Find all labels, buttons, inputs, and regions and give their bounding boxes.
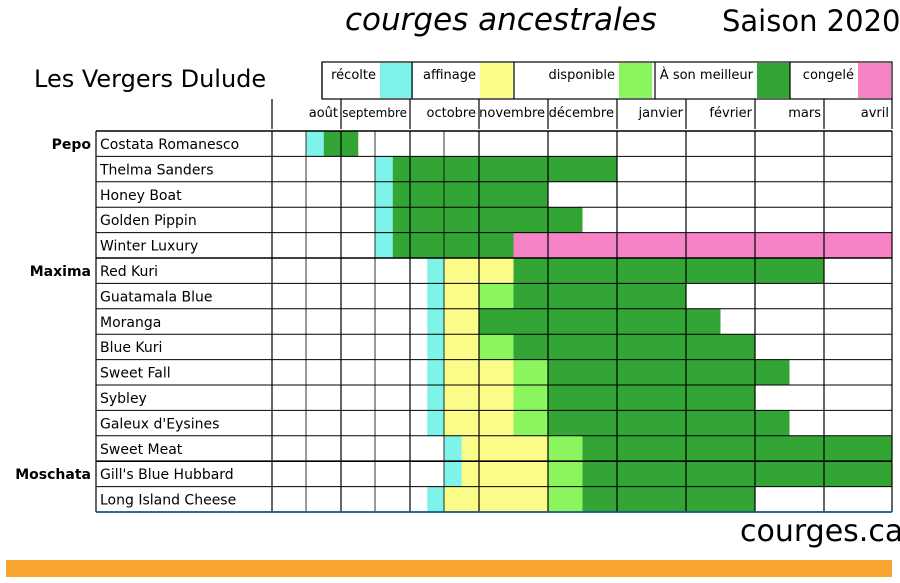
grid-lines: [95, 130, 893, 513]
month-label-5: janvier: [638, 106, 684, 121]
bar-affinage: [444, 283, 479, 309]
legend-label-recolte: récolte: [331, 68, 376, 83]
schedule-labels: août septembre octobre novembre décembre janv…: [15, 106, 889, 509]
group-label-pepo: Pepo: [52, 137, 92, 153]
variety-name: Gill's Blue Hubbard: [100, 467, 234, 483]
bar-recolte: [306, 131, 324, 157]
legend-swatch-affinage: [480, 63, 513, 98]
bar-meilleur: [392, 156, 617, 182]
legend-swatch-congele: [858, 63, 891, 98]
month-label-2: octobre: [427, 106, 476, 121]
variety-name: Red Kuri: [100, 264, 158, 280]
bar-disponible: [548, 435, 583, 462]
bar-meilleur: [392, 181, 548, 208]
group-label-moschata: Moschata: [15, 467, 91, 483]
website-label[interactable]: courges.ca: [740, 514, 900, 549]
bar-recolte: [427, 308, 445, 335]
legend-swatch-disponible: [619, 63, 652, 98]
bar-meilleur: [392, 207, 583, 233]
bar-disponible: [548, 461, 583, 487]
bar-recolte: [427, 334, 445, 360]
chart-title: courges ancestrales: [345, 2, 657, 38]
month-label-3: novembre: [479, 106, 545, 121]
bar-recolte: [444, 461, 462, 487]
bar-recolte: [444, 435, 462, 462]
bar-disponible: [479, 334, 514, 360]
legend-label-congele: congelé: [803, 68, 854, 83]
variety-name: Sweet Fall: [100, 366, 171, 382]
legend-label-meilleur: À son meilleur: [660, 67, 754, 83]
bar-affinage: [444, 334, 479, 360]
schedule-bars: [306, 131, 892, 512]
bar-affinage: [444, 258, 479, 284]
variety-name: Guatamala Blue: [100, 289, 213, 305]
month-label-0: août: [309, 106, 338, 121]
bar-recolte: [375, 232, 393, 258]
season-label: Saison 2020: [722, 4, 900, 38]
legend-frame: [321, 61, 893, 100]
variety-name: Golden Pippin: [100, 213, 197, 229]
bar-meilleur: [548, 385, 755, 411]
variety-name: Sybley: [100, 391, 147, 407]
bar-congele: [513, 232, 892, 258]
variety-name: Winter Luxury: [100, 239, 198, 255]
bar-meilleur: [513, 283, 686, 309]
bar-disponible: [513, 410, 548, 436]
bar-affinage: [444, 486, 548, 512]
bar-recolte: [427, 258, 445, 284]
variety-name: Sweet Meat: [100, 442, 183, 458]
bar-meilleur: [513, 334, 755, 360]
bar-recolte: [375, 156, 393, 182]
bar-affinage: [461, 435, 548, 462]
legend: récolte affinage disponible À son meilleur c…: [321, 61, 893, 100]
bar-meilleur: [582, 435, 892, 462]
bar-meilleur: [582, 461, 892, 487]
bar-disponible: [548, 486, 583, 512]
bar-meilleur: [548, 410, 790, 436]
bar-meilleur: [582, 486, 755, 512]
bar-meilleur: [392, 232, 514, 258]
bar-disponible: [513, 359, 548, 385]
variety-name: Blue Kuri: [100, 340, 162, 356]
variety-name: Costata Romanesco: [100, 137, 239, 153]
group-label-maxima: Maxima: [30, 264, 91, 280]
month-label-1: septembre: [342, 106, 407, 120]
month-label-7: mars: [788, 106, 821, 121]
variety-name: Honey Boat: [100, 188, 182, 204]
legend-label-affinage: affinage: [423, 68, 476, 83]
bar-disponible: [479, 283, 514, 309]
bar-affinage: [444, 308, 479, 335]
bar-meilleur: [513, 258, 824, 284]
bar-recolte: [375, 181, 393, 208]
variety-name: Moranga: [100, 315, 161, 331]
schedule-grid: [271, 99, 893, 129]
bar-affinage: [479, 258, 514, 284]
bar-meilleur: [548, 359, 790, 385]
month-label-4: décembre: [549, 106, 614, 121]
variety-name: Thelma Sanders: [99, 162, 213, 178]
month-label-6: février: [709, 106, 752, 121]
legend-swatch-recolte: [380, 63, 413, 98]
legend-swatch-meilleur: [757, 63, 790, 98]
variety-name: Galeux d'Eysines: [100, 416, 219, 432]
legend-label-disponible: disponible: [548, 68, 615, 83]
bar-recolte: [427, 385, 445, 411]
bar-recolte: [375, 207, 393, 233]
month-label-8: avril: [861, 106, 889, 121]
variety-name: Long Island Cheese: [100, 493, 236, 509]
bar-affinage: [461, 461, 548, 487]
farm-name: Les Vergers Dulude: [34, 65, 267, 93]
bar-recolte: [427, 283, 445, 309]
bar-recolte: [427, 410, 445, 436]
bar-disponible: [513, 385, 548, 411]
bar-recolte: [427, 486, 445, 512]
bar-recolte: [427, 359, 445, 385]
footer-bar: [6, 560, 892, 577]
bar-meilleur: [479, 308, 721, 335]
